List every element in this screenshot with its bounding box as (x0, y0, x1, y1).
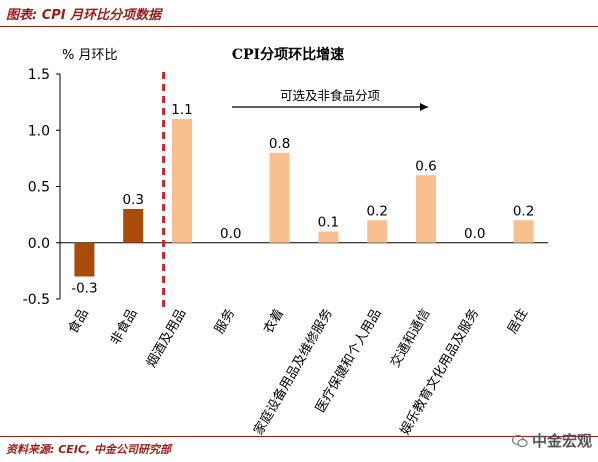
category-label: 居住 (505, 307, 531, 337)
source-note: 资料来源: CEIC, 中金公司研究部 (6, 443, 171, 456)
y-tick-label: 1.5 (28, 67, 50, 83)
value-label: 0.2 (366, 203, 387, 219)
value-label: 0.1 (318, 215, 339, 231)
footer-rule (0, 436, 598, 437)
chart-labels: -0.3食品0.3非食品1.1烟酒及用品0.0服务0.8衣着0.1家庭设备用品及… (65, 102, 534, 438)
bar-2 (123, 209, 144, 243)
value-label: 0.6 (415, 158, 436, 174)
bar-7 (367, 220, 388, 243)
category-label: 烟酒及用品 (144, 307, 189, 371)
wechat-icon (511, 434, 528, 447)
value-label: 0.2 (513, 203, 534, 219)
category-label: 食品 (65, 306, 92, 337)
category-label: 衣着 (260, 306, 287, 337)
bar-8 (416, 175, 436, 243)
annotation-label: 可选及非食品分项 (280, 88, 380, 103)
y-tick-label: 0.0 (28, 236, 50, 252)
chart-title: CPI分项环比增速 (232, 46, 344, 63)
category-label: 服务 (211, 306, 238, 337)
bar-1 (74, 242, 95, 277)
value-label: 0.3 (122, 192, 143, 208)
header-rule (0, 26, 598, 27)
category-label: 非食品 (107, 306, 140, 348)
page-title: 图表: CPI 月环比分项数据 (6, 8, 162, 23)
y-axis-unit-label: % 月环比 (62, 48, 118, 63)
value-label: 0.0 (220, 226, 241, 242)
chart-bars (74, 119, 534, 277)
bar-5 (269, 152, 290, 243)
bar-10 (513, 220, 534, 243)
watermark: 中金宏观 (511, 430, 592, 451)
category-label: 交通和通信 (387, 306, 433, 370)
bar-3 (172, 119, 192, 243)
value-label: -0.3 (71, 281, 97, 297)
y-tick-label: 1.0 (28, 123, 50, 139)
bar-6 (318, 231, 339, 243)
value-label: 0.0 (464, 226, 485, 242)
value-label: 1.1 (171, 102, 192, 118)
y-tick-label: -0.5 (23, 292, 50, 308)
annotation-arrowhead (420, 103, 428, 111)
watermark-text: 中金宏观 (531, 432, 592, 450)
value-label: 0.8 (269, 136, 290, 152)
y-tick-label: 0.5 (28, 180, 50, 196)
